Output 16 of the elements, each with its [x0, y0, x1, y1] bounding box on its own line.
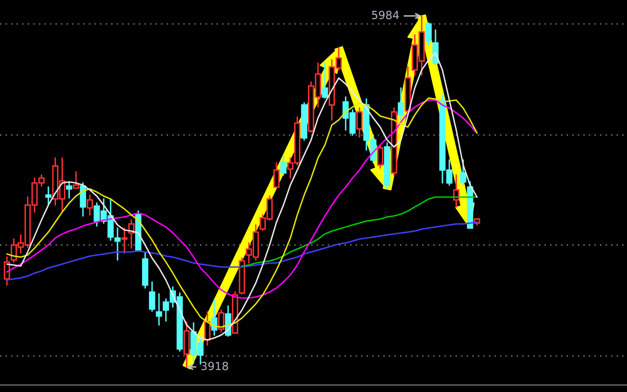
candlestick: [280, 154, 287, 176]
candlestick: [86, 194, 93, 216]
candlestick: [184, 321, 190, 368]
candlestick: [114, 227, 121, 261]
candlestick: [211, 299, 218, 336]
candlestick: [148, 281, 156, 312]
candlestick: [301, 102, 308, 141]
candlestick: [128, 219, 134, 249]
candlestick: [121, 227, 128, 254]
candlestick: [460, 159, 466, 186]
candlestick: [384, 142, 390, 190]
candlestick: [218, 309, 224, 333]
candlestick: [156, 293, 162, 326]
candlestick: [142, 252, 148, 289]
annotation: 3918: [201, 362, 228, 370]
annotation: 5984: [372, 10, 399, 20]
